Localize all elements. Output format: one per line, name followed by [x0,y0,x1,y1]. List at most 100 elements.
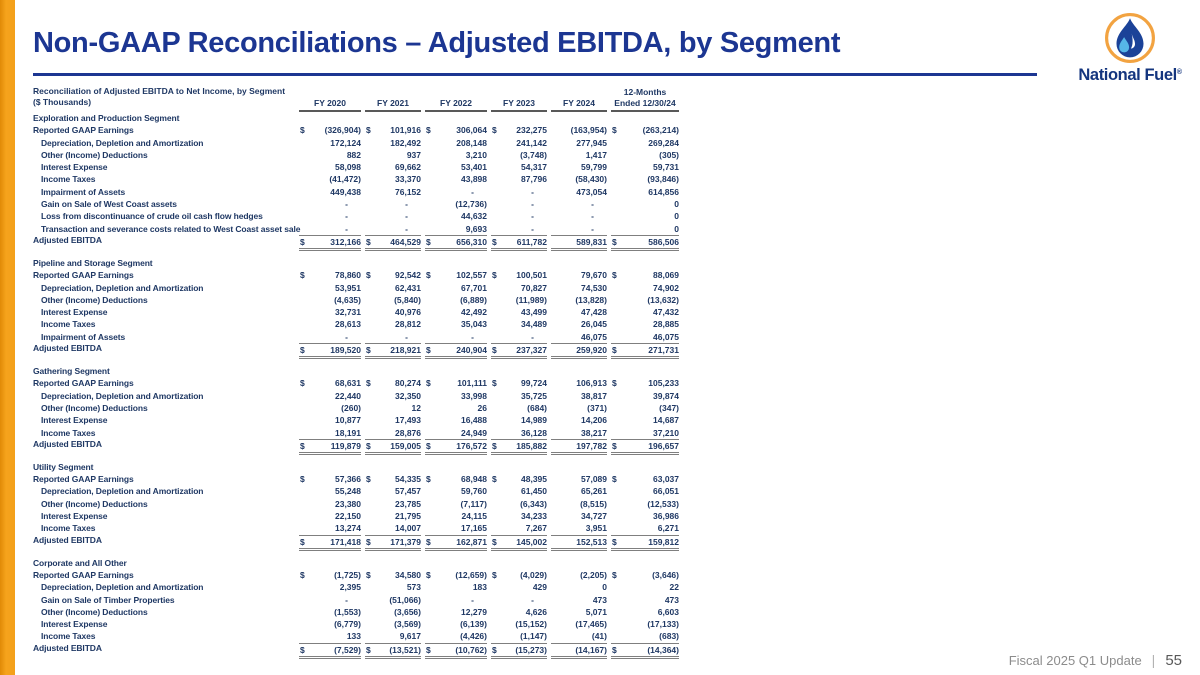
value-cell: 46,075 [581,331,607,342]
value-cell: (347) [659,402,679,413]
dollar-sign: $ [426,270,431,281]
value-cell: 55,248 [335,486,361,497]
segment-title: Utility Segment [33,461,679,473]
value-cell: - [591,223,594,234]
value-cell: 66,051 [653,486,679,497]
value-cell: - [471,594,474,605]
table-row: Depreciation, Depletion and Amortization… [33,137,679,149]
dollar-sign: $ [366,236,371,247]
value-cell: 46,075 [653,331,679,342]
value-cell: 28,613 [335,319,361,330]
dollar-sign: $ [612,236,617,247]
row-label: Depreciation, Depletion and Amortization [41,282,204,293]
reconciliation-table: FY 2020 FY 2021 FY 2022 FY 2023 FY 2024 12-Mo… [33,86,679,659]
value-cell: 614,856 [648,186,679,197]
dollar-sign: $ [366,644,371,655]
value-cell: $ (14,364) [611,642,679,659]
value-cell: $306,064 [426,125,487,136]
value-cell: (17,133) [647,619,679,630]
row-label: Adjusted EBITDA [33,343,102,354]
dollar-sign: $ [426,236,431,247]
value-cell: 87,796 [521,174,547,185]
value-cell: 61,450 [521,486,547,497]
value-cell: $189,520 [299,343,361,360]
value-cell: - [471,331,474,342]
total-row: Adjusted EBITDA $ (7,529) $ (13,521) $ (10,762… [33,642,679,659]
footer: Fiscal 2025 Q1 Update | 55 [1009,652,1182,669]
value-cell: 22,150 [335,511,361,522]
dollar-sign: $ [492,236,497,247]
dollar-sign: $ [300,236,305,247]
row-label: Other (Income) Deductions [41,294,148,305]
dollar-sign: $ [612,536,617,547]
value-cell: 197,782 [551,438,607,455]
value-cell: (15,152) [515,619,547,630]
national-fuel-logo: National Fuel® [1071,11,1189,85]
row-label: Adjusted EBITDA [33,534,102,545]
dollar-sign: $ [366,569,371,580]
value-cell: 473 [592,594,607,605]
value-cell: $34,580 [366,569,421,580]
value-cell: $171,418 [299,534,361,551]
value-cell: 24,949 [461,427,487,438]
value-cell: 5,071 [585,606,607,617]
value-cell: 14,007 [395,523,421,534]
value-cell: 3,951 [585,523,607,534]
dollar-sign: $ [426,125,431,136]
value-cell: (6,779) [334,619,361,630]
value-cell: $162,871 [425,534,487,551]
value-cell: (14,167) [551,642,607,659]
value-cell: - [471,186,474,197]
value-cell: (683) [659,631,679,642]
value-cell: 21,795 [395,511,421,522]
table-row: Income Taxes 133 9,617 (4,426) (1,147) (41) (6… [33,630,679,642]
value-cell: 6,603 [657,606,679,617]
value-cell: 1,417 [585,149,607,160]
value-cell: $ (326,904) [300,125,361,136]
value-cell: (6,343) [520,498,547,509]
logo-wordmark: National Fuel® [1078,66,1182,84]
column-header: FY 2023 [491,86,547,112]
column-header: FY 2022 [425,86,487,112]
dollar-sign: $ [612,378,617,389]
value-cell: (3,569) [394,619,421,630]
value-cell: 277,945 [576,137,607,148]
value-cell: 59,799 [581,162,607,173]
value-cell: 3,210 [465,149,487,160]
value-cell: $80,274 [366,378,421,389]
value-cell: $ (12,659) [426,569,487,580]
segment-title: Exploration and Production Segment [33,112,679,124]
value-cell: $ (10,762) [425,642,487,659]
value-cell: $68,631 [300,378,361,389]
value-cell: 9,693 [465,223,487,234]
dollar-sign: $ [492,270,497,281]
value-cell: 36,128 [521,427,547,438]
value-cell: - [405,199,408,210]
value-cell: (4,635) [334,294,361,305]
dollar-sign: $ [612,644,617,655]
value-cell: $196,657 [611,438,679,455]
value-cell: (3,656) [394,606,421,617]
dollar-sign: $ [300,440,305,451]
table-row: Loss from discontinuance of crude oil ca… [33,210,679,222]
value-cell: (58,430) [575,174,607,185]
value-cell: 17,493 [395,415,421,426]
value-cell: 43,898 [461,174,487,185]
value-cell: 32,350 [395,390,421,401]
value-cell: $105,233 [612,378,679,389]
value-cell: 12,279 [461,606,487,617]
value-cell: 47,428 [581,307,607,318]
value-cell: 74,530 [581,282,607,293]
value-cell: - [591,211,594,222]
value-cell: - [345,199,348,210]
value-cell: $92,542 [366,270,421,281]
value-cell: - [345,211,348,222]
value-cell: (12,736) [455,199,487,210]
value-cell: 62,431 [395,282,421,293]
value-cell: $271,731 [611,343,679,360]
table-row: Reported GAAP Earnings $68,631 $80,274 $101… [33,377,679,389]
dollar-sign: $ [492,474,497,485]
row-label: Income Taxes [41,427,96,438]
row-label: Depreciation, Depletion and Amortization [41,486,204,497]
value-cell: $48,395 [492,474,547,485]
